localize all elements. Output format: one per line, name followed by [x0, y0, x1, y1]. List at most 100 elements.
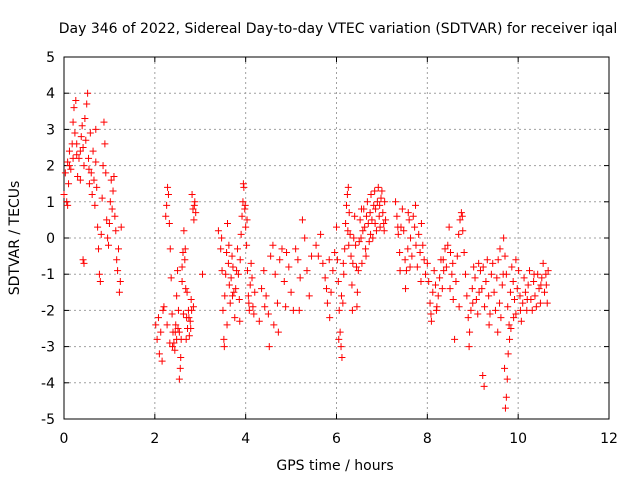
data-point [308, 252, 316, 260]
data-point [241, 201, 249, 209]
data-point [471, 274, 479, 282]
data-point [396, 248, 404, 256]
data-point [176, 364, 184, 372]
data-point [323, 285, 331, 293]
data-point [394, 230, 402, 238]
data-point [442, 263, 450, 271]
data-point [80, 162, 88, 170]
data-point [512, 310, 520, 318]
data-point [260, 267, 268, 275]
data-point [380, 227, 388, 235]
data-point [412, 241, 420, 249]
data-point [406, 263, 414, 271]
data-point [157, 328, 165, 336]
data-point [536, 299, 544, 307]
data-point [305, 292, 313, 300]
data-point [422, 270, 430, 278]
data-point [285, 263, 293, 271]
data-point [465, 343, 473, 351]
data-point [249, 303, 257, 311]
data-point [530, 270, 538, 278]
data-point [105, 241, 113, 249]
data-point [228, 292, 236, 300]
data-point [190, 201, 198, 209]
data-point [190, 216, 198, 224]
data-point [402, 285, 410, 293]
y-tick-label: 0 [46, 231, 55, 247]
data-point [183, 288, 191, 296]
data-point [116, 277, 124, 285]
data-point [491, 306, 499, 314]
data-point [489, 259, 497, 267]
data-point [164, 183, 172, 191]
data-point [339, 259, 347, 267]
data-point [362, 245, 370, 253]
data-point [85, 154, 93, 162]
data-point [65, 162, 73, 170]
data-point [101, 140, 109, 148]
data-point [439, 256, 447, 264]
data-point [526, 267, 534, 275]
data-point [496, 299, 504, 307]
x-tick-label: 10 [509, 431, 527, 447]
data-point [90, 176, 98, 184]
data-point [496, 245, 504, 253]
data-point [273, 299, 281, 307]
data-point [331, 248, 339, 256]
data-point [239, 180, 247, 188]
data-point [524, 281, 532, 289]
data-point [169, 343, 177, 351]
data-point [504, 350, 512, 358]
data-point [494, 256, 502, 264]
data-point [163, 321, 171, 329]
data-point [485, 292, 493, 300]
data-point [75, 154, 83, 162]
data-point [541, 288, 549, 296]
data-point [341, 245, 349, 253]
data-point [364, 220, 372, 228]
data-point [530, 277, 538, 285]
data-point [154, 314, 162, 322]
data-point [503, 375, 511, 383]
grid [64, 57, 609, 419]
data-points [60, 89, 552, 412]
data-point [446, 285, 454, 293]
data-point [227, 274, 235, 282]
data-point [99, 162, 107, 170]
data-point [342, 220, 350, 228]
data-point [226, 299, 234, 307]
data-point [438, 285, 446, 293]
data-point [453, 252, 461, 260]
data-point [463, 292, 471, 300]
data-point [517, 317, 525, 325]
data-point [287, 288, 295, 296]
data-point [351, 212, 359, 220]
data-point [326, 314, 334, 322]
data-point [345, 209, 353, 217]
data-point [271, 270, 279, 278]
data-point [392, 198, 400, 206]
data-point [222, 270, 230, 278]
data-point [400, 227, 408, 235]
data-point [79, 144, 87, 151]
data-point [72, 96, 80, 104]
data-point [441, 245, 449, 253]
data-point [317, 230, 325, 238]
data-point [80, 259, 88, 267]
x-axis-label: GPS time / hours [276, 458, 393, 474]
data-point [160, 303, 168, 311]
data-point [98, 194, 106, 202]
data-point [224, 259, 232, 267]
data-point [461, 270, 469, 278]
data-point [159, 306, 167, 314]
data-point [369, 234, 377, 242]
data-point [312, 241, 320, 249]
data-point [376, 201, 384, 209]
data-point [233, 267, 241, 275]
data-point [76, 176, 84, 184]
data-point [531, 292, 539, 300]
data-point [280, 277, 288, 285]
data-point [382, 216, 390, 224]
data-point [177, 353, 185, 361]
data-point [355, 238, 363, 246]
